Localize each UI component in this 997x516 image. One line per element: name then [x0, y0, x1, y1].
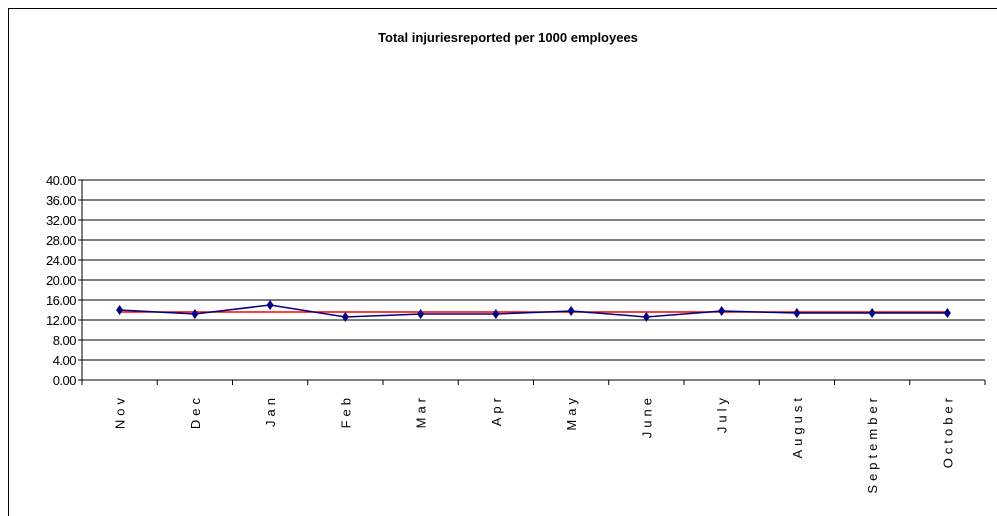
y-tick-label: 36.00: [46, 193, 76, 208]
x-tick-label: Jan: [263, 394, 278, 427]
y-tick-label: 32.00: [46, 213, 76, 228]
x-tick-label: Feb: [338, 394, 353, 428]
y-tick-label: 28.00: [46, 233, 76, 248]
x-tick-label: Mar: [414, 394, 429, 428]
data-point: [417, 309, 425, 319]
chart-title: Total injuriesreported per 1000 employee…: [378, 30, 638, 45]
data-point: [868, 308, 876, 318]
x-tick-label: July: [715, 394, 730, 433]
y-tick-label: 24.00: [46, 253, 76, 268]
data-point: [943, 308, 951, 318]
data-point: [266, 300, 274, 310]
data-point: [116, 305, 124, 315]
x-tick-label: October: [940, 394, 955, 468]
data-point: [191, 309, 199, 319]
data-point: [642, 312, 650, 322]
data-point: [567, 306, 575, 316]
y-tick-label: 8.00: [53, 333, 77, 348]
y-tick-label: 16.00: [46, 293, 76, 308]
y-tick-label: 12.00: [46, 313, 76, 328]
series-line: [119, 304, 948, 318]
x-tick-label: Apr: [489, 394, 504, 426]
x-tick-label: September: [865, 394, 880, 494]
x-tick-label: May: [564, 394, 579, 431]
y-tick-label: 20.00: [46, 273, 76, 288]
data-point: [341, 312, 349, 322]
data-point: [492, 309, 500, 319]
y-tick-label: 0.00: [53, 373, 77, 388]
y-tick-label: 4.00: [53, 353, 77, 368]
chart-frame: [8, 8, 997, 516]
x-tick-label: Dec: [188, 394, 203, 429]
x-tick-label: Nov: [113, 394, 128, 429]
data-point: [718, 306, 726, 316]
y-tick-label: 40.00: [46, 173, 76, 188]
x-tick-label: June: [639, 394, 654, 438]
x-tick-label: August: [790, 394, 805, 458]
data-point: [793, 308, 801, 318]
